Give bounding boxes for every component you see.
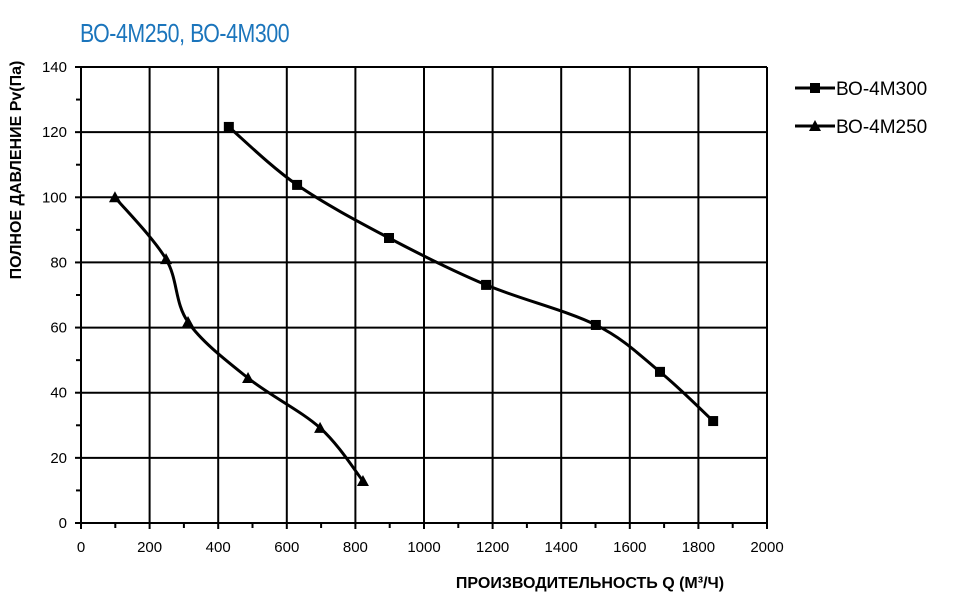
y-tick-label: 140	[42, 59, 67, 76]
x-tick-label: 600	[274, 539, 299, 556]
x-tick-label: 1000	[407, 539, 440, 556]
data-point	[590, 319, 601, 330]
y-tick-label: 120	[42, 124, 67, 141]
x-tick-label: 1600	[613, 539, 646, 556]
y-tick-label: 0	[59, 515, 67, 532]
y-tick-label: 60	[50, 320, 67, 337]
legend-label: ВО-4М250	[836, 117, 927, 138]
legend-label: ВО-4М300	[836, 79, 927, 100]
data-point	[182, 316, 195, 328]
data-point	[242, 372, 255, 384]
x-tick-label: 200	[137, 539, 162, 556]
x-tick-label: 1400	[545, 539, 578, 556]
x-tick-label: 1800	[682, 539, 715, 556]
legend-marker	[809, 120, 821, 131]
x-tick-label: 800	[343, 539, 368, 556]
series-line-2	[113, 196, 365, 482]
data-point	[160, 253, 173, 265]
y-tick-label: 40	[50, 385, 67, 402]
y-tick-label: 20	[50, 450, 67, 467]
data-point	[108, 191, 121, 203]
chart-title: ВО-4М250, ВО-4М300	[80, 18, 290, 48]
y-tick-label: 100	[42, 189, 67, 206]
data-point	[481, 279, 492, 290]
data-point	[384, 233, 395, 243]
y-tick-label: 80	[50, 254, 67, 271]
x-tick-label: 2000	[750, 539, 783, 556]
series-line-1	[227, 125, 715, 423]
data-point	[292, 179, 303, 190]
x-tick-label: 1200	[476, 539, 509, 556]
x-tick-label: 0	[77, 539, 85, 556]
data-point	[654, 366, 665, 377]
data-point	[356, 474, 369, 486]
data-point	[314, 421, 327, 433]
x-axis-label: ПРОИЗВОДИТЕЛЬНОСТЬ Q (М³/Ч)	[456, 575, 724, 592]
data-point	[708, 416, 719, 427]
legend-marker	[810, 83, 820, 93]
y-axis-label: ПОЛНОЕ ДАВЛЕНИЕ Pv(Па)	[8, 61, 25, 280]
data-point	[223, 121, 234, 132]
x-tick-label: 400	[206, 539, 231, 556]
